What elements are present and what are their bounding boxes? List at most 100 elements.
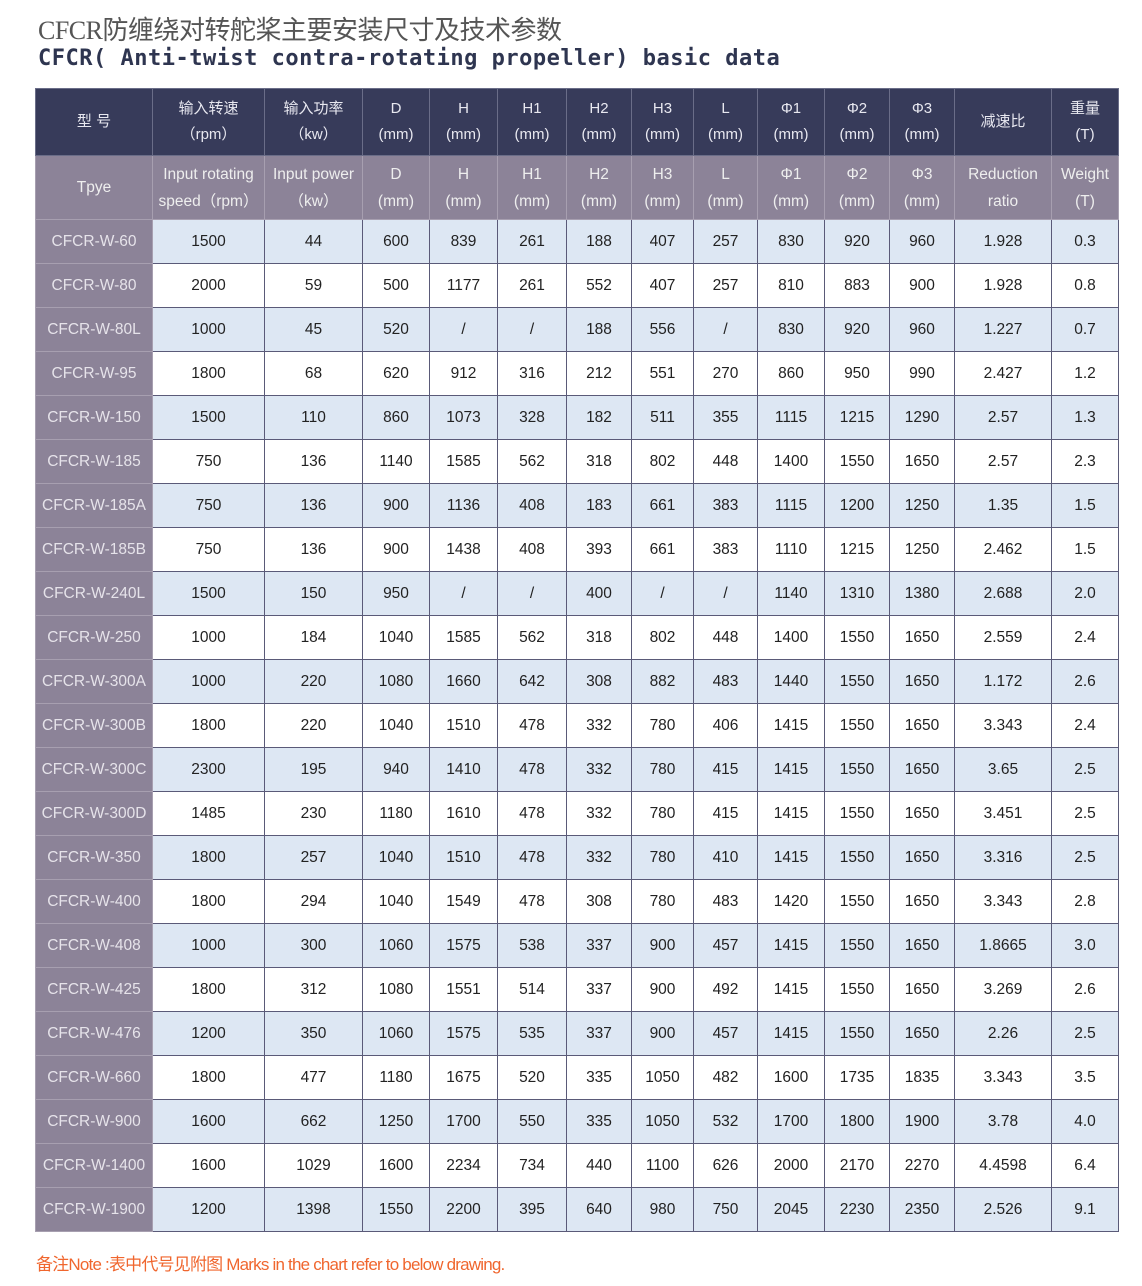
header-cell: H2 (mm): [566, 155, 632, 220]
table-row: CFCR-W-185B 750 136 900 1438 408 393 661 383 1110…: [35, 527, 1119, 572]
value-cell: 1650: [889, 703, 955, 748]
value-cell: 1550: [824, 439, 890, 484]
value-cell: 407: [631, 219, 694, 264]
value-cell: 2000: [757, 1143, 825, 1188]
header-cell: Weight (T): [1051, 155, 1119, 220]
value-cell: 1400: [757, 439, 825, 484]
value-cell: 2000: [152, 263, 265, 308]
table-row: CFCR-W-350 1800 257 1040 1510 478 332 780 410 141…: [35, 835, 1119, 880]
value-cell: 257: [693, 219, 758, 264]
value-cell: 1800: [152, 879, 265, 924]
value-cell: 457: [693, 1011, 758, 1056]
value-cell: 1510: [429, 835, 498, 880]
value-cell: 900: [362, 483, 430, 528]
table-row: CFCR-W-408 1000 300 1060 1575 538 337 900 457 141…: [35, 923, 1119, 968]
value-cell: 1250: [889, 527, 955, 572]
value-cell: 183: [566, 483, 632, 528]
value-cell: 1415: [757, 835, 825, 880]
value-cell: 1660: [429, 659, 498, 704]
value-cell: 0.8: [1051, 263, 1119, 308]
value-cell: 328: [497, 395, 567, 440]
value-cell: 1415: [757, 923, 825, 968]
value-cell: 415: [693, 747, 758, 792]
value-cell: 780: [631, 791, 694, 836]
title-chinese: CFCR防缠绕对转舵桨主要安装尺寸及技术参数: [38, 16, 562, 45]
value-cell: 511: [631, 395, 694, 440]
value-cell: 562: [497, 439, 567, 484]
value-cell: 1.3: [1051, 395, 1119, 440]
header-text: Φ3: [911, 100, 933, 117]
value-cell: 337: [566, 967, 632, 1012]
header-text: (mm): [903, 192, 941, 210]
value-cell: 1310: [824, 571, 890, 616]
header-text: D: [390, 165, 402, 183]
value-cell: 1420: [757, 879, 825, 924]
value-cell: 1900: [889, 1099, 955, 1144]
value-cell: 750: [693, 1187, 758, 1232]
value-cell: 912: [429, 351, 498, 396]
header-text: (mm): [772, 192, 810, 210]
value-cell: 2.57: [954, 439, 1052, 484]
value-cell: 1600: [757, 1055, 825, 1100]
value-cell: 150: [264, 571, 363, 616]
header-cell: Input power （kw）: [264, 155, 363, 220]
value-cell: 294: [264, 879, 363, 924]
table-row: CFCR-W-185 750 136 1140 1585 562 318 802 448 1400…: [35, 439, 1119, 484]
value-cell: 1200: [152, 1187, 265, 1232]
value-cell: 257: [693, 263, 758, 308]
value-cell: 3.269: [954, 967, 1052, 1012]
header-cell: 型 号: [35, 88, 153, 156]
table-row: CFCR-W-300D 1485 230 1180 1610 478 332 780 415 14…: [35, 791, 1119, 836]
header-text: Reduction: [968, 165, 1038, 183]
value-cell: 136: [264, 483, 363, 528]
value-cell: 6.4: [1051, 1143, 1119, 1188]
value-cell: 1415: [757, 747, 825, 792]
value-cell: 1040: [362, 879, 430, 924]
title-english: CFCR( Anti-twist contra-rotating propell…: [38, 46, 781, 71]
value-cell: 980: [631, 1187, 694, 1232]
value-cell: 1800: [152, 1055, 265, 1100]
value-cell: 1835: [889, 1055, 955, 1100]
header-text: (mm): [581, 126, 617, 143]
value-cell: 1575: [429, 923, 498, 968]
model-cell: CFCR-W-300B: [35, 703, 153, 748]
header-text: 减速比: [980, 113, 1026, 130]
value-cell: 883: [824, 263, 890, 308]
value-cell: 1415: [757, 703, 825, 748]
value-cell: 1550: [824, 747, 890, 792]
value-cell: 136: [264, 527, 363, 572]
value-cell: 1650: [889, 835, 955, 880]
value-cell: 550: [497, 1099, 567, 1144]
value-cell: 1.5: [1051, 527, 1119, 572]
value-cell: 478: [497, 879, 567, 924]
header-text: (mm): [445, 192, 482, 210]
value-cell: 1800: [152, 967, 265, 1012]
value-cell: 2.427: [954, 351, 1052, 396]
value-cell: 400: [566, 571, 632, 616]
header-text: (mm): [773, 126, 809, 143]
value-cell: /: [429, 571, 498, 616]
value-cell: 220: [264, 703, 363, 748]
value-cell: 1250: [362, 1099, 430, 1144]
value-cell: 3.343: [954, 879, 1052, 924]
value-cell: 520: [362, 307, 430, 352]
value-cell: 300: [264, 923, 363, 968]
value-cell: 261: [497, 263, 567, 308]
value-cell: 332: [566, 703, 632, 748]
value-cell: 3.343: [954, 1055, 1052, 1100]
value-cell: 2350: [889, 1187, 955, 1232]
table-row: CFCR-W-185A 750 136 900 1136 408 183 661 383 1115…: [35, 483, 1119, 528]
table-row: CFCR-W-1400 1600 1029 1600 2234 734 440 1100 626…: [35, 1143, 1119, 1188]
header-cell: 输入功率 （kw）: [264, 88, 363, 156]
value-cell: 3.5: [1051, 1055, 1119, 1100]
footnote: 备注Note :表中代号见附图 Marks in the chart refer…: [36, 1255, 505, 1274]
header-cell: H (mm): [429, 155, 498, 220]
header-cell: H (mm): [429, 88, 498, 156]
value-cell: 2230: [824, 1187, 890, 1232]
value-cell: 2.57: [954, 395, 1052, 440]
header-text: (mm): [513, 192, 551, 210]
value-cell: 1060: [362, 1011, 430, 1056]
value-cell: 514: [497, 967, 567, 1012]
value-cell: 1650: [889, 791, 955, 836]
header-text: (mm): [580, 192, 618, 210]
